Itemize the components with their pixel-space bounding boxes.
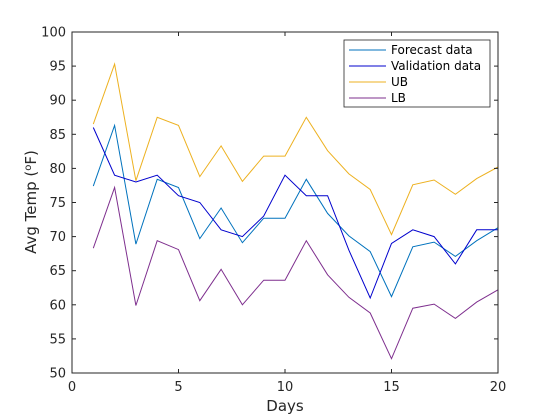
y-axis-label-main: Avg Temp ( <box>22 171 40 254</box>
x-axis-label: Days <box>266 397 304 415</box>
x-tick-label: 10 <box>277 380 294 395</box>
legend-label: Forecast data <box>391 43 473 57</box>
y-axis-label: Avg Temp (oF) <box>22 150 40 254</box>
y-tick-label: 65 <box>49 264 66 279</box>
y-axis-ticks: 50 55 60 65 70 75 80 85 90 95 100 <box>41 26 498 382</box>
legend: Forecast data Validation data UB LB <box>343 39 491 108</box>
legend-label: LB <box>391 91 406 105</box>
y-tick-label: 85 <box>49 128 66 143</box>
y-tick-label: 55 <box>49 332 66 347</box>
series-line-4 <box>92 185 499 360</box>
series-line-3 <box>92 62 499 236</box>
y-tick-label: 60 <box>49 298 66 313</box>
y-tick-label: 95 <box>49 60 66 75</box>
x-tick-label: 15 <box>383 380 400 395</box>
y-tick-label: 90 <box>49 94 66 109</box>
series-line-1 <box>92 123 499 298</box>
legend-entries: Forecast data Validation data UB LB <box>349 43 481 105</box>
x-tick-label: 20 <box>490 380 507 395</box>
x-tick-label: 5 <box>174 380 182 395</box>
series-line-2 <box>92 127 498 300</box>
x-tick-label: 0 <box>68 380 76 395</box>
x-axis-ticks: 0 5 10 15 20 <box>68 32 506 395</box>
y-axis-label-unit: F) <box>22 150 40 164</box>
y-tick-label: 80 <box>49 162 66 177</box>
y-tick-label: 50 <box>49 367 66 382</box>
legend-label: Validation data <box>391 59 481 73</box>
series-layer <box>92 62 499 360</box>
y-tick-label: 70 <box>49 230 66 245</box>
legend-box <box>343 39 491 108</box>
legend-label: UB <box>391 75 408 89</box>
y-axis-label-degree: o <box>23 165 34 171</box>
y-tick-label: 75 <box>49 196 66 211</box>
y-tick-label: 100 <box>41 26 66 41</box>
